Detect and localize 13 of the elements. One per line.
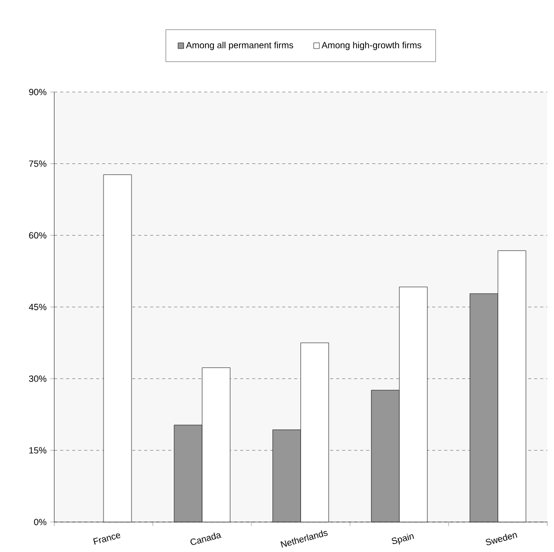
x-tick-label: Sweden bbox=[486, 533, 518, 546]
y-tick-label: 30% bbox=[29, 376, 46, 382]
y-tick-label: 45% bbox=[28, 304, 46, 310]
legend-label: Among all permanent firms bbox=[186, 42, 294, 50]
x-tick-label: France bbox=[93, 533, 120, 545]
legend-label: Among high-growth firms bbox=[322, 42, 422, 50]
x-tick-label: Canada bbox=[190, 532, 222, 545]
y-tick-label: 0% bbox=[34, 518, 46, 526]
x-tick-label: Spain bbox=[392, 534, 414, 545]
y-tick-label: 90% bbox=[29, 88, 46, 96]
y-tick-label: 75% bbox=[29, 160, 46, 167]
y-tick-label: 60% bbox=[29, 232, 46, 239]
y-tick-label: 15% bbox=[29, 447, 46, 454]
